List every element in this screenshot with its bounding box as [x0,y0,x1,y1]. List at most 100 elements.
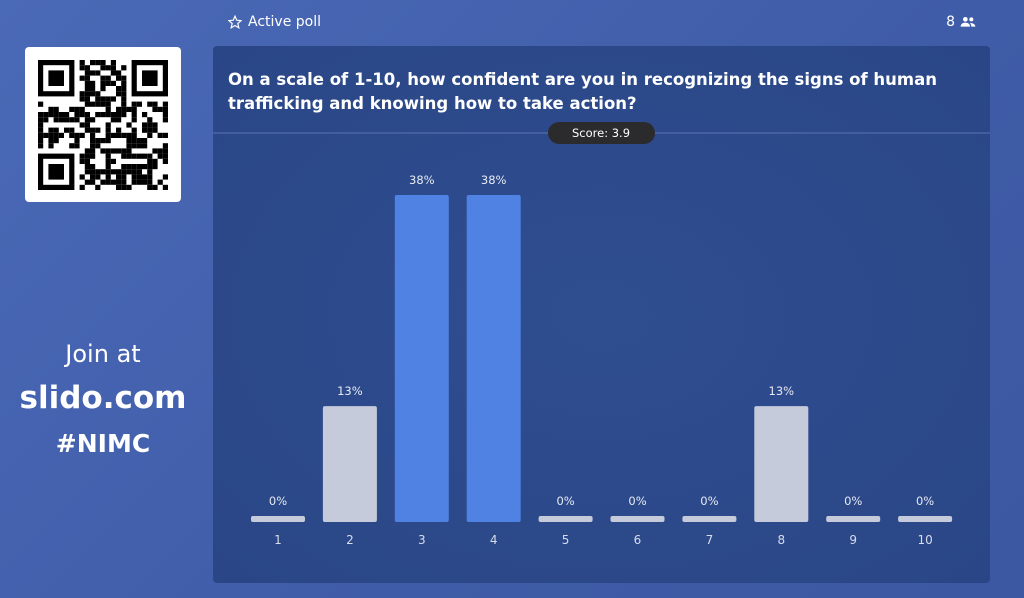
bar [322,406,377,522]
qr-module [142,112,148,118]
qr-module [79,174,85,180]
qr-module [105,101,111,107]
qr-module [79,96,85,102]
qr-module [126,164,132,170]
qr-module [90,174,96,180]
participant-count: 8 [946,14,955,30]
qr-module [147,184,153,190]
poll-question: On a scale of 1-10, how confident are yo… [228,70,937,113]
qr-module [69,143,75,149]
qr-module [126,132,132,138]
value-label: 13% [337,384,363,398]
qr-module [95,127,101,133]
bar [466,195,521,522]
qr-module [131,179,137,185]
category-label: 1 [274,533,282,547]
qr-finder [48,164,64,180]
qr-module [84,127,90,133]
qr-module [105,132,111,138]
bar [538,516,593,522]
qr-module [53,132,59,138]
qr-module [131,164,137,170]
value-label: 0% [700,494,718,508]
qr-module [147,101,153,107]
qr-module [121,91,127,97]
qr-module [147,122,153,128]
qr-module [116,106,122,112]
qr-module [147,117,153,123]
qr-module [79,122,85,128]
qr-module [121,96,127,102]
qr-module [126,143,132,149]
qr-module [110,80,116,86]
bar [394,195,449,522]
qr-module [116,91,122,97]
value-label: 0% [844,494,862,508]
qr-module [131,117,137,123]
qr-module [105,153,111,159]
qr-module [152,148,158,154]
qr-module [147,132,153,138]
bar [251,516,305,522]
qr-module [90,70,96,76]
qr-module [126,138,132,144]
qr-module [142,164,148,170]
qr-module [38,143,44,149]
qr-module [95,143,101,149]
qr-module [131,127,137,133]
qr-module [162,132,168,138]
qr-module [121,164,127,170]
qr-module [162,174,168,180]
qr-module [116,132,122,138]
qr-module [121,106,127,112]
qr-module [121,148,127,154]
qr-module [116,184,122,190]
qr-module [152,164,158,170]
qr-module [131,106,137,112]
qr-module [90,148,96,154]
qr-code-card [25,47,181,202]
qr-module [121,75,127,81]
qr-module [152,184,158,190]
qr-module [136,153,142,159]
qr-finder [142,70,158,86]
qr-module [105,148,111,154]
qr-module [116,148,122,154]
qr-module [105,122,111,128]
qr-module [84,153,90,159]
qr-module [136,179,142,185]
value-label: 38% [409,173,435,187]
qr-module [53,127,59,133]
qr-module [90,60,96,66]
qr-module [84,164,90,170]
qr-module [95,184,101,190]
qr-module [152,101,158,107]
category-label: 8 [777,533,785,547]
category-label: 4 [490,533,498,547]
category-label: 6 [634,533,642,547]
poll-status: Active poll [228,14,321,30]
qr-module [48,143,54,149]
qr-module [121,169,127,175]
qr-module [74,138,80,144]
qr-module [131,112,137,118]
qr-module [95,169,101,175]
qr-module [79,60,85,66]
qr-module [48,106,54,112]
qr-module [110,158,116,164]
qr-module [116,117,122,123]
qr-module [95,138,101,144]
qr-module [121,65,127,71]
qr-module [116,75,122,81]
value-label: 38% [481,173,507,187]
qr-module [136,164,142,170]
qr-module [136,174,142,180]
event-code: #NIMC [55,429,151,458]
qr-module [142,127,148,133]
qr-module [64,112,70,118]
qr-module [147,127,153,133]
qr-module [147,164,153,170]
qr-module [147,153,153,159]
qr-module [162,117,168,123]
